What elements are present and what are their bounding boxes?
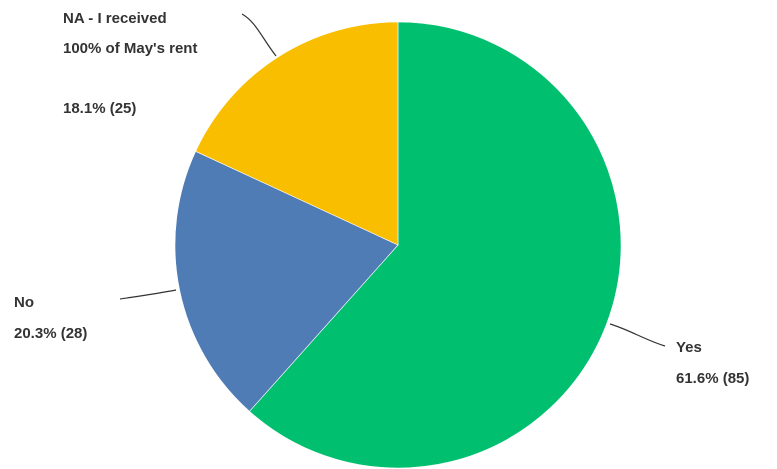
leader-line-na	[241, 13, 277, 57]
pie-slice-na	[195, 21, 399, 246]
slice-label-no-value: 20.3% (28)	[14, 325, 87, 342]
leader-lines	[119, 13, 666, 347]
slice-label-yes-name: Yes	[676, 339, 702, 356]
pie-slices	[174, 21, 622, 469]
slice-label-na-name-line1: NA - I received	[63, 10, 167, 27]
slice-label-yes: Yes 61.6% (85)	[676, 339, 749, 387]
slice-label-yes-value: 61.6% (85)	[676, 370, 749, 387]
slice-label-na: NA - I received 100% of May's rent 18.1%…	[63, 10, 197, 117]
slice-label-na-name-line2: 100% of May's rent	[63, 40, 197, 57]
leader-line-no	[119, 289, 177, 300]
slice-label-no-name: No	[14, 294, 34, 311]
slice-label-no: No 20.3% (28)	[14, 294, 87, 342]
slice-label-na-value: 18.1% (25)	[63, 100, 136, 117]
pie-slice-no	[174, 150, 399, 412]
leader-line-yes	[609, 323, 666, 347]
pie-slice-yes	[249, 21, 622, 469]
